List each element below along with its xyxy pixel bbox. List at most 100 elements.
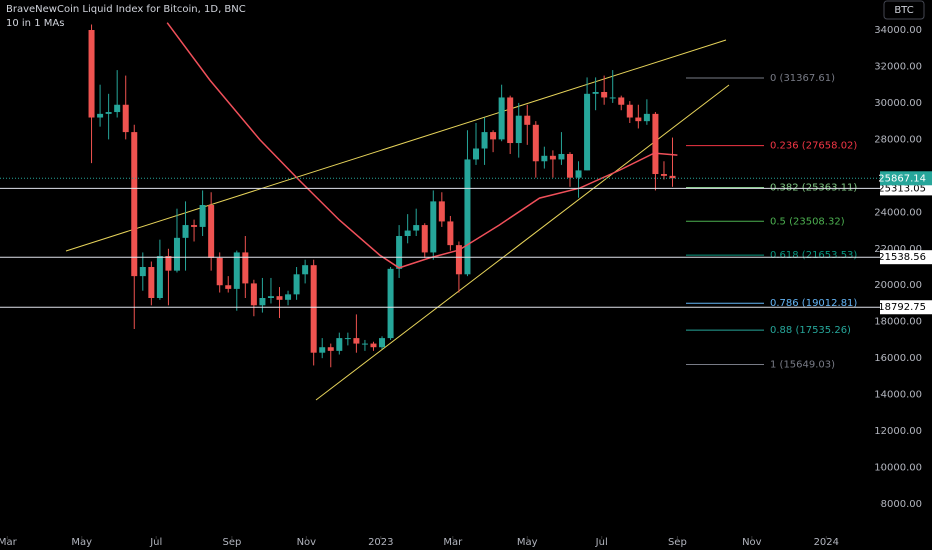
fib-label: 0.88 (17535.26) [770, 325, 851, 336]
candle-body [327, 347, 334, 351]
candle-body [173, 237, 180, 271]
candle-body [498, 97, 505, 140]
fib-label: 0.5 (23508.32) [770, 216, 845, 227]
candle-body [387, 268, 394, 339]
fib-label: 1 (15649.03) [770, 360, 835, 371]
candle-body [233, 252, 240, 289]
symbol-button-label[interactable]: BTC [894, 5, 913, 16]
candle-body [618, 97, 625, 105]
level-tag [880, 300, 932, 315]
candle-body [584, 93, 591, 171]
candle-body [208, 205, 215, 258]
candle-body [549, 155, 556, 160]
candle-body [361, 343, 368, 345]
candle-body [302, 265, 309, 275]
candle-body [267, 296, 274, 298]
level-tag-label: 25313.05 [878, 183, 926, 194]
candle-body [473, 148, 480, 160]
x-tick-label: 2024 [814, 537, 839, 548]
candle-body [592, 91, 599, 94]
candle-body [643, 113, 650, 122]
x-tick-label: May [71, 537, 92, 548]
candle-body [396, 236, 403, 269]
y-tick-label: 24000.00 [874, 207, 922, 218]
plot-area [88, 22, 678, 368]
candle-body [293, 274, 300, 295]
x-tick-label: Mar [0, 537, 18, 548]
candle-body [225, 285, 232, 289]
last-price-label: 25867.14 [878, 173, 926, 184]
candle-body [447, 221, 454, 246]
candle-body [515, 115, 522, 144]
candle-body [353, 338, 360, 344]
candle-body [105, 112, 112, 114]
candle-body [148, 267, 155, 298]
y-tick-label: 8000.00 [881, 499, 922, 510]
x-tick-label: Sep [222, 537, 241, 548]
candle-body [165, 256, 172, 271]
y-tick-label: 22000.00 [874, 244, 922, 255]
fib-label: 0 (31367.61) [770, 73, 835, 84]
candle-body [370, 343, 377, 348]
candle-body [507, 97, 514, 144]
y-tick-label: 28000.00 [874, 134, 922, 145]
y-tick-label: 20000.00 [874, 280, 922, 291]
candle-body [319, 347, 326, 353]
candle-body [566, 153, 573, 178]
fib-label: 0.786 (19012.81) [770, 298, 857, 309]
candle-body [532, 124, 539, 162]
candle-body [490, 132, 497, 140]
candle-body [285, 294, 292, 300]
candle-body [88, 30, 95, 118]
candle-body [430, 201, 437, 253]
candle-body [139, 267, 146, 277]
candle-body [438, 201, 445, 222]
level-tag-label: 18792.75 [878, 302, 926, 313]
x-tick-label: 2023 [368, 537, 393, 548]
candle-body [524, 115, 531, 125]
candle-body [626, 104, 633, 118]
candle-body [276, 296, 283, 300]
candle-body [541, 155, 548, 162]
x-tick-label: Sep [668, 537, 687, 548]
candle-body [558, 153, 565, 160]
candle-body [250, 283, 257, 306]
x-tick-label: May [517, 537, 538, 548]
fib-label: 0.236 (27658.02) [770, 141, 857, 152]
candle-body [310, 265, 317, 353]
candle-body [669, 175, 676, 179]
candle-body [481, 132, 488, 149]
candle-body [156, 256, 163, 298]
x-tick-label: Jul [595, 537, 608, 548]
candle-body [455, 245, 462, 275]
candle-body [242, 252, 249, 284]
y-tick-label: 12000.00 [874, 426, 922, 437]
candle-body [413, 225, 420, 231]
candle-body [97, 113, 104, 118]
trend-line [315, 84, 730, 401]
y-tick-label: 14000.00 [874, 390, 922, 401]
candle-body [344, 338, 351, 340]
indicator-label: 10 in 1 MAs [6, 18, 64, 29]
y-tick-label: 16000.00 [874, 353, 922, 364]
candle-body [216, 257, 223, 286]
y-tick-label: 30000.00 [874, 98, 922, 109]
trend-line [65, 39, 727, 252]
candle-body [404, 230, 411, 237]
candle-body [660, 174, 667, 176]
x-tick-label: Nov [297, 537, 317, 548]
symbol-button[interactable] [883, 0, 925, 20]
y-tick-label: 10000.00 [874, 463, 922, 474]
candle-body [199, 205, 206, 227]
candle-body [635, 117, 642, 122]
candle-body [131, 132, 138, 277]
level-tag [880, 250, 932, 265]
chart-title: BraveNewCoin Liquid Index for Bitcoin, 1… [6, 4, 246, 15]
candle-body [182, 225, 189, 238]
candle-body [609, 97, 616, 99]
candle-body [191, 225, 198, 227]
candle-body [464, 159, 471, 275]
candle-body [114, 104, 121, 113]
